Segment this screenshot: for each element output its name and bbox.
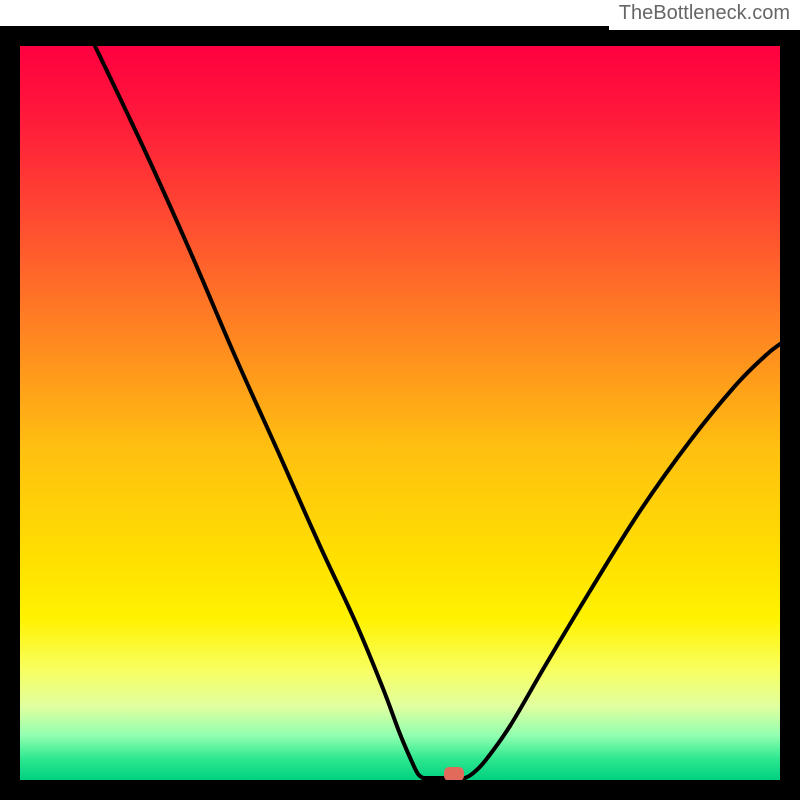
watermark-text: TheBottleneck.com	[609, 0, 800, 30]
bottleneck-curve	[20, 46, 780, 780]
plot-area	[20, 46, 780, 780]
minimum-marker	[444, 767, 464, 780]
